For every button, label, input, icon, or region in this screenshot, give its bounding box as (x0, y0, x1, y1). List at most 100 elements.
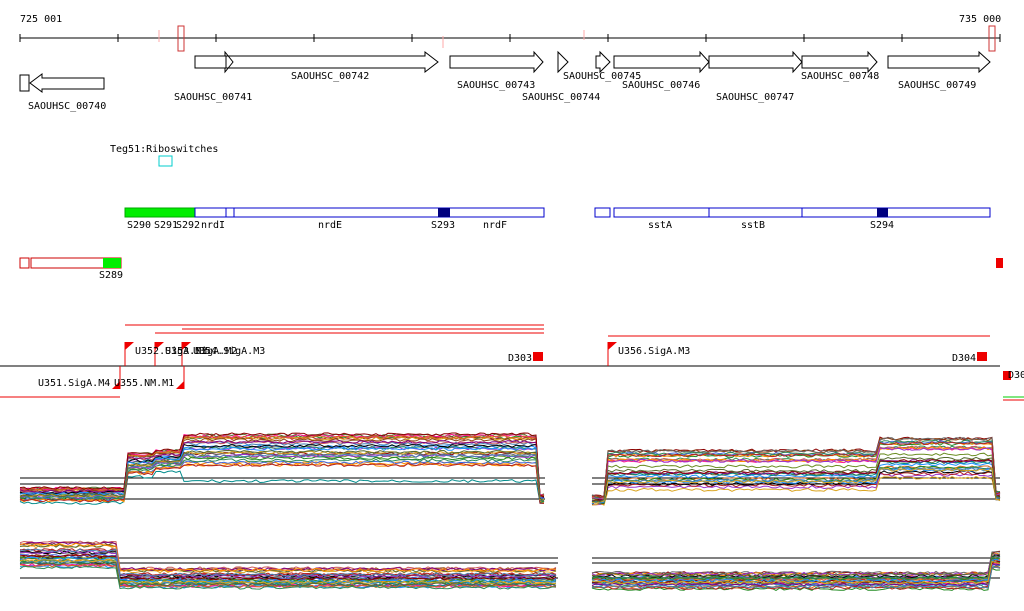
feature-minus-end[interactable] (996, 258, 1003, 268)
expression-profile-line (591, 469, 1001, 505)
expression-profile-line (591, 556, 1001, 580)
terminator-d303[interactable] (533, 352, 543, 361)
ruler-marker-2 (988, 25, 996, 52)
feature-s290-s291[interactable] (124, 207, 196, 218)
feature-s293[interactable] (438, 208, 450, 217)
gene-saouhsc-00741[interactable]: SAOUHSC_00741 (174, 50, 252, 103)
promoter-flag[interactable] (125, 342, 134, 350)
expression-profile-line (19, 565, 557, 590)
feature-s294[interactable] (877, 208, 888, 217)
gene-saouhsc-00742[interactable]: SAOUHSC_00742 (225, 50, 439, 82)
expression-profile-line (591, 437, 1001, 499)
gene-track: SAOUHSC_00740 SAOUHSC_00741 SAOUHSC_0074… (19, 50, 991, 112)
feature-label: nrdI (201, 220, 225, 231)
gene-saouhsc-00749[interactable]: SAOUHSC_00749 (887, 50, 991, 91)
feature-track-plus: S290 S291 S292 nrdI nrdE S293 nrdF sstA … (124, 207, 991, 231)
gene-label: SAOUHSC_00748 (801, 71, 879, 82)
expression-profile-line (19, 558, 557, 585)
feature-minus-small[interactable] (19, 257, 30, 269)
expression-profile-line (19, 563, 557, 589)
gene-saouhsc-00747[interactable]: SAOUHSC_00747 (708, 50, 803, 103)
promoter-flag[interactable] (155, 342, 164, 350)
feature-track-minus: S289 (19, 257, 1003, 281)
terminator-label: D303 (508, 353, 532, 364)
feature-ssta[interactable] (613, 207, 710, 218)
gene-saouhsc-00740[interactable]: SAOUHSC_00740 (19, 73, 106, 112)
feature-label: sstB (741, 220, 765, 231)
riboswitch-box[interactable] (158, 155, 173, 167)
transcript-track: U352.SigA.M3 U353.SigA.M2 U354.SigA.M3 U… (0, 324, 1024, 401)
expression-profile-line (19, 446, 545, 499)
promoter-label: U356.SigA.M3 (618, 346, 690, 357)
ruler-ticks (19, 34, 1001, 42)
gene-saouhsc-00745[interactable]: SAOUHSC_00745 (563, 50, 641, 82)
terminator-d30x[interactable] (1003, 371, 1011, 380)
promoter-label: U354.SigA.M3 (193, 346, 265, 357)
expression-profile-line (591, 465, 1001, 504)
expression-profile-line (591, 456, 1001, 503)
terminator-label: D30 (1008, 370, 1024, 381)
expression-profile-line (591, 552, 1001, 577)
terminator-label: D304 (952, 353, 976, 364)
gene-label: SAOUHSC_00747 (716, 92, 794, 103)
feature-nrdi-tail[interactable] (225, 207, 235, 218)
riboswitch-track: Teg51:Riboswitches (110, 144, 218, 167)
ruler-start-label: 725 001 (20, 14, 62, 25)
gene-label: SAOUHSC_00740 (28, 101, 106, 112)
feature-label: S289 (99, 270, 123, 281)
feature-label: nrdF (483, 220, 507, 231)
feature-label: sstA (648, 220, 672, 231)
expression-profile-line (592, 560, 1001, 585)
expression-profile-line (19, 550, 557, 578)
terminator-d304[interactable] (977, 352, 987, 361)
expression-profile-line (591, 557, 1001, 582)
expression-profile-line (591, 462, 1001, 503)
feature-label: S293 (431, 220, 455, 231)
expression-profile-line (19, 462, 545, 504)
gene-saouhsc-00748[interactable]: SAOUHSC_00748 (801, 50, 879, 82)
expression-profile-line (591, 566, 1001, 589)
expression-profile-line (591, 441, 1001, 499)
gene-label: SAOUHSC_00742 (291, 71, 369, 82)
expression-profile-line (19, 548, 557, 577)
coordinate-ruler: 725 001 735 000 (19, 14, 1001, 52)
expression-profile-line (591, 458, 1001, 502)
gene-label: SAOUHSC_00745 (563, 71, 641, 82)
promoter-flag[interactable] (112, 381, 120, 389)
promoter-flag[interactable] (608, 342, 617, 350)
feature-s289[interactable] (103, 258, 121, 268)
feature-nrdi[interactable] (194, 207, 227, 218)
gene-label: SAOUHSC_00746 (622, 80, 700, 91)
expression-profile-line (19, 458, 545, 504)
gene-saouhsc-00746[interactable]: SAOUHSC_00746 (613, 50, 710, 91)
expression-profile-line (591, 459, 1001, 503)
feature-s294-span[interactable] (801, 207, 991, 218)
gene-label: SAOUHSC_00743 (457, 80, 535, 91)
promoter-flag[interactable] (182, 342, 191, 350)
ruler-marker-1 (177, 25, 185, 52)
expression-profile-line (19, 553, 557, 581)
expression-profile-line (591, 553, 1001, 576)
expression-profile-line (19, 561, 557, 587)
expression-profile-line (19, 542, 557, 573)
gene-saouhsc-00743[interactable]: SAOUHSC_00743 (449, 50, 544, 91)
expression-panel-minus (19, 540, 1001, 591)
feature-nrde-nrdf[interactable] (233, 207, 545, 218)
feature-label: S292 (176, 220, 200, 231)
expression-panel-plus (19, 432, 1001, 515)
gene-saouhsc-00744[interactable]: SAOUHSC_00744 (522, 50, 600, 103)
feature-small-box[interactable] (594, 207, 611, 218)
promoter-flag[interactable] (176, 381, 184, 389)
gene-label: SAOUHSC_00744 (522, 92, 600, 103)
feature-label: S291 (154, 220, 178, 231)
expression-profile-line (19, 443, 545, 499)
expression-profile-line (19, 470, 545, 505)
promoter-label: U352.SigA.M3 (135, 346, 207, 357)
feature-sstb[interactable] (708, 207, 803, 218)
expression-profile-line (19, 450, 545, 501)
ruler-end-label: 735 000 (959, 14, 1001, 25)
riboswitch-label: Teg51:Riboswitches (110, 144, 218, 155)
expression-profile-line (591, 563, 1001, 587)
expression-profile-line (19, 553, 557, 581)
